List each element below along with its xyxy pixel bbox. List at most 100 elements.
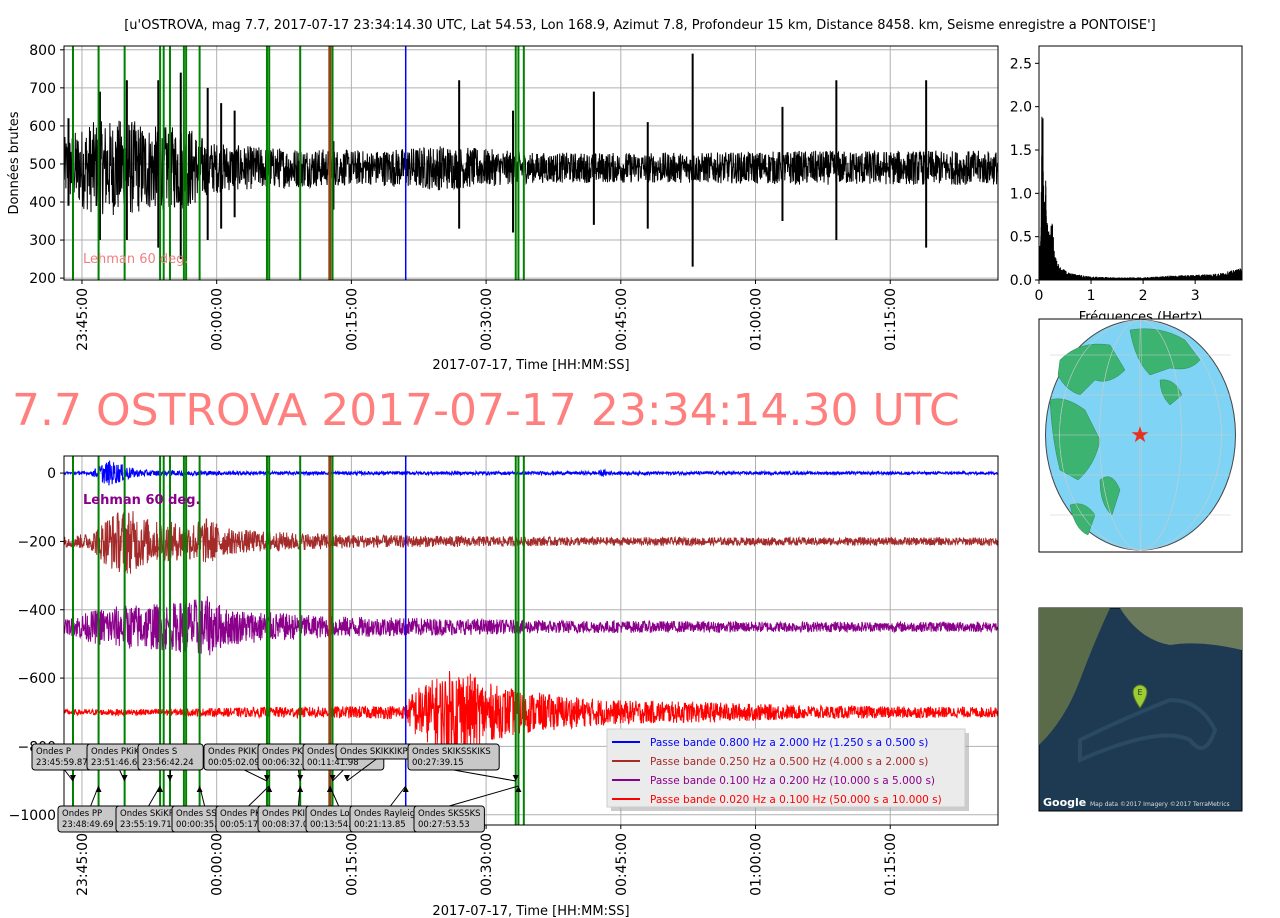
lehman-annotation: Lehman 60 deg.	[83, 252, 189, 267]
x-tick-label: 00:30:00	[479, 833, 495, 896]
label-text: 00:05:17.01	[220, 820, 272, 830]
spectrum-line	[1039, 116, 1242, 280]
map-pin-icon: E	[1132, 684, 1148, 709]
legend-label: Passe bande 0.800 Hz a 2.000 Hz (1.250 s…	[650, 737, 928, 749]
globe-map: ★	[1038, 318, 1243, 553]
label-text: Ondes P	[36, 747, 71, 757]
y-tick-label: 600	[29, 119, 56, 135]
arrow-head	[95, 786, 102, 792]
legend-label: Passe bande 0.100 Hz a 0.200 Hz (10.000 …	[650, 775, 935, 787]
label-text: Ondes S	[142, 747, 177, 757]
globe-land	[1057, 343, 1126, 396]
arrow-head	[121, 775, 128, 781]
label-text: 00:05:02.09	[208, 758, 260, 768]
label-arrow	[346, 758, 377, 782]
label-text: Ondes PKIKKIKS	[262, 809, 330, 819]
arrow-head	[515, 786, 522, 792]
arrow-head	[157, 786, 164, 792]
label-text: Ondes PKIKKIKP	[208, 747, 275, 757]
label-arrow	[148, 785, 161, 807]
label-arrow	[453, 769, 516, 782]
label-arrow	[390, 785, 407, 807]
x-tick-label: 00:45:00	[614, 833, 630, 896]
label-text: Ondes SKIKKIKP	[340, 747, 408, 757]
y-tick-label: 0	[47, 466, 56, 482]
y-tick-label: −1000	[9, 808, 56, 824]
y-axis-label: Données brutes	[7, 111, 22, 214]
globe-land	[1049, 398, 1101, 481]
series-line	[64, 596, 998, 656]
label-text: Ondes Rayleigh	[354, 809, 421, 819]
arrow-head	[166, 775, 173, 781]
globe-land	[1099, 476, 1121, 516]
label-text: 00:06:32.20	[262, 758, 314, 768]
arrow-head	[512, 775, 519, 781]
label-text: 00:27:53.53	[418, 820, 470, 830]
x-tick-label: 00:30:00	[479, 288, 495, 351]
x-axis-label: 2017-07-17, Time [HH:MM:SS]	[432, 358, 629, 373]
x-tick-label: 2	[1139, 288, 1148, 304]
label-text: Ondes PKIKKIKP	[262, 747, 329, 757]
y-tick-label: −600	[18, 671, 56, 687]
label-text: Ondes SKiKP	[120, 809, 174, 819]
y-tick-label: 2.5	[1010, 56, 1032, 72]
label-arrow	[64, 769, 74, 782]
phase-label: Ondes P23:45:59.87	[31, 743, 98, 782]
series-line	[64, 120, 998, 216]
label-text: Ondes PP	[62, 809, 102, 819]
arrow-head	[329, 775, 336, 781]
label-text: Ondes SKIKSSKIKS	[412, 747, 491, 757]
x-tick-label: 1	[1087, 288, 1096, 304]
arrow-head	[297, 775, 304, 781]
label-text: Ondes PKKP	[220, 809, 271, 819]
series-line	[64, 511, 998, 574]
spectrum-frame	[1038, 45, 1243, 281]
x-tick-label: 01:00:00	[749, 288, 765, 351]
label-text: 23:56:42.24	[142, 758, 194, 768]
arrow-head	[343, 775, 350, 781]
y-tick-label: 1.5	[1010, 143, 1032, 159]
arrow-head	[196, 786, 203, 792]
satmap-land	[1039, 608, 1110, 745]
satmap-trench	[1078, 697, 1218, 764]
y-tick-label: 400	[29, 195, 56, 211]
label-text: 23:48:49.69	[62, 820, 114, 830]
globe-land	[1069, 503, 1096, 536]
y-tick-label: 0.5	[1010, 230, 1032, 246]
series-line	[64, 670, 998, 756]
raw-trace-chart: 23:45:00 00:00:00 00:15:00 00:30:00 00:45:00…	[7, 43, 999, 373]
arrow-head	[402, 786, 409, 792]
google-logo: Google	[1043, 796, 1086, 809]
x-tick-label: 01:15:00	[883, 288, 899, 351]
label-text: Ondes Love	[310, 809, 360, 819]
satellite-map: E Google Map data ©2017 Imagery ©2017 Terr…	[1038, 607, 1243, 812]
series-line	[64, 460, 998, 486]
legend: Passe bande 0.800 Hz a 2.000 Hz (1.250 s…	[606, 728, 969, 811]
arrow-head	[69, 775, 76, 781]
axes-frame	[63, 455, 999, 826]
x-tick-label: 3	[1191, 288, 1200, 304]
phase-label: Ondes S23:56:42.24	[137, 743, 204, 782]
x-tick-label: 23:45:00	[75, 288, 91, 351]
map-pin-body	[1132, 684, 1148, 709]
figure-title: [u'OSTROVA, mag 7.7, 2017-07-17 23:34:14…	[124, 18, 1156, 33]
arrow-head	[297, 786, 304, 792]
x-tick-label: 01:00:00	[749, 833, 765, 896]
label-text: 00:13:54.51	[310, 820, 362, 830]
x-tick-label: 01:15:00	[883, 833, 899, 896]
arrow-head	[266, 786, 273, 792]
label-text: Ondes SKSSKS	[418, 809, 481, 819]
x-tick-label: 00:15:00	[344, 288, 360, 351]
label-arrow	[332, 769, 344, 782]
globe-land	[1159, 379, 1183, 406]
lehman-annotation: Lehman 60 deg.	[83, 493, 200, 508]
y-tick-label: 0.0	[1010, 273, 1032, 289]
label-text: 23:45:59.87	[36, 758, 88, 768]
y-tick-label: 700	[29, 81, 56, 97]
